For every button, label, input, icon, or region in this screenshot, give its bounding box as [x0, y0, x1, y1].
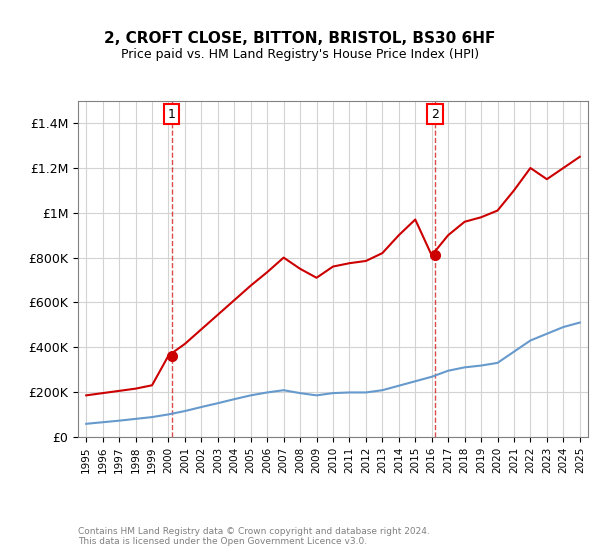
Text: Contains HM Land Registry data © Crown copyright and database right 2024.
This d: Contains HM Land Registry data © Crown c…	[78, 526, 430, 546]
Text: Price paid vs. HM Land Registry's House Price Index (HPI): Price paid vs. HM Land Registry's House …	[121, 48, 479, 60]
Text: 2: 2	[431, 108, 439, 121]
Text: 1: 1	[168, 108, 176, 121]
Text: 2, CROFT CLOSE, BITTON, BRISTOL, BS30 6HF: 2, CROFT CLOSE, BITTON, BRISTOL, BS30 6H…	[104, 31, 496, 46]
